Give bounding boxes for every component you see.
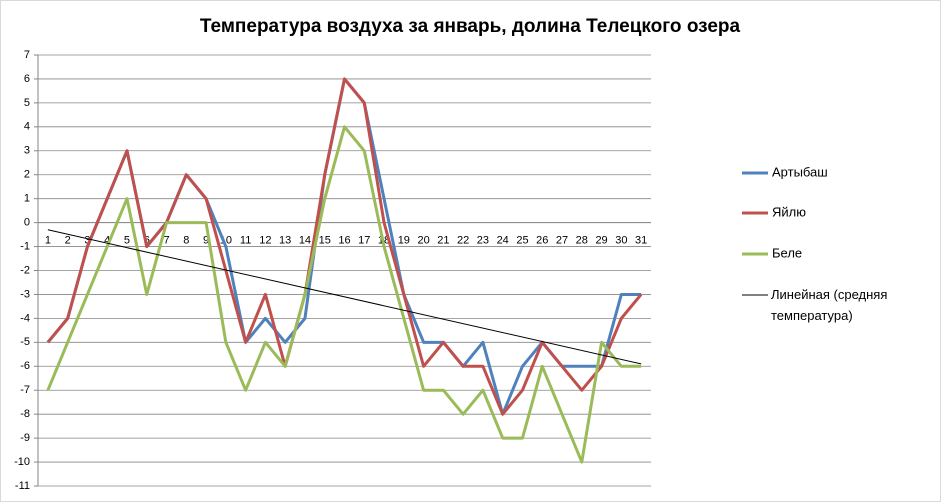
x-tick-label: 13 [279,235,291,247]
x-tick-label: 8 [183,235,189,247]
legend-label: Линейная (средняя температура) [771,287,888,323]
y-tick-label: -7 [20,384,30,396]
x-tick-label: 17 [358,235,370,247]
y-tick-label: 6 [24,73,30,85]
y-tick-label: -2 [20,264,30,276]
y-tick-label: -9 [20,432,30,444]
y-tick-label: 4 [24,121,30,133]
x-tick-label: 30 [615,235,627,247]
y-tick-label: -3 [20,288,30,300]
x-tick-label: 2 [65,235,71,247]
x-tick-label: 5 [124,235,130,247]
y-tick-label: 3 [24,145,30,157]
y-tick-label: 0 [24,217,30,229]
y-tick-label: -11 [15,480,30,492]
x-tick-label: 7 [163,235,169,247]
y-tick-label: -8 [20,408,30,420]
y-tick-label: 2 [24,169,30,181]
x-tick-label: 14 [299,235,311,247]
y-tick-label: -5 [20,336,30,348]
x-tick-label: 23 [477,235,489,247]
x-tick-label: 26 [536,235,548,247]
series-line [46,125,642,464]
chart-title: Температура воздуха за январь, долина Те… [200,16,741,37]
legend-label: Артыбаш [772,164,828,179]
x-tick-label: 11 [240,235,251,247]
x-tick-label: 31 [635,235,647,247]
legend-label: Яйлю [772,204,806,219]
series-line [46,77,643,416]
x-tick-label: 3 [84,235,90,247]
x-tick-label: 21 [437,235,449,247]
y-tick-label: 7 [24,49,30,61]
x-tick-label: 1 [45,235,51,247]
x-tick-label: 9 [203,235,209,247]
x-tick-label: 29 [595,235,607,247]
x-tick-label: 25 [516,235,528,247]
y-tick-label: -10 [14,456,30,468]
y-tick-label: -1 [20,240,30,252]
x-tick-label: 4 [104,235,110,247]
y-tick-label: -4 [20,312,30,324]
x-tick-label: 16 [338,235,350,247]
y-tick-label: -6 [20,360,30,372]
x-tick-label: 19 [398,235,410,247]
legend-label-box: Линейная (средняя температура) [771,287,888,323]
x-tick-label: 24 [497,235,509,247]
y-tick-label: 5 [24,97,30,109]
x-tick-label: 20 [417,235,429,247]
x-tick-label: 12 [259,235,271,247]
y-tick-label: 1 [24,193,30,205]
x-tick-label: 28 [576,235,588,247]
x-tick-label: 15 [319,235,331,247]
x-tick-label: 27 [556,235,568,247]
legend-label: Беле [772,245,802,260]
x-tick-label: 22 [457,235,469,247]
trendline [47,229,642,365]
